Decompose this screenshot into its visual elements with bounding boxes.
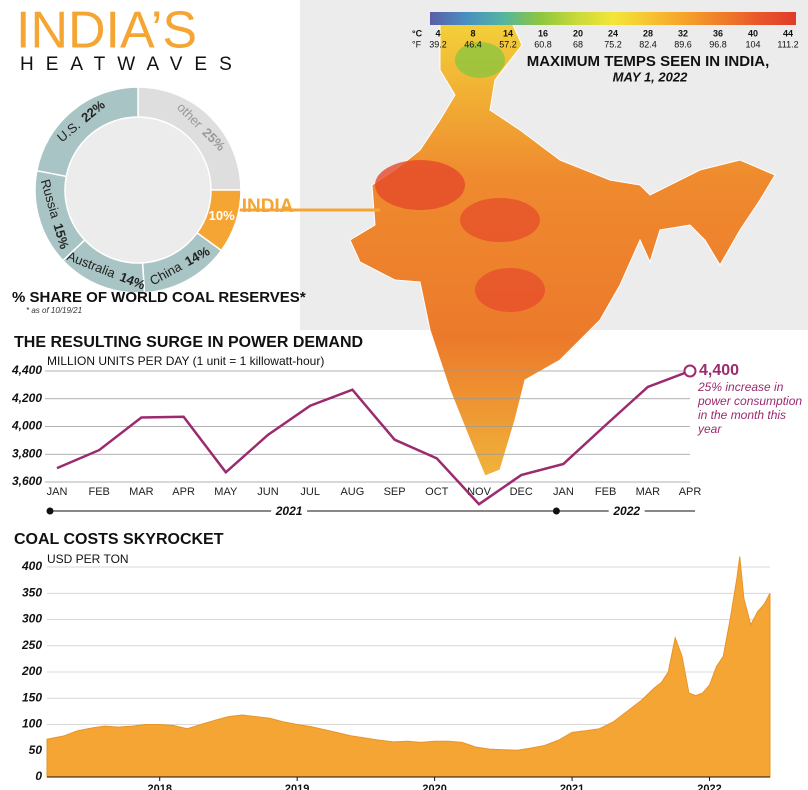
x-tick-label: 2018 bbox=[147, 783, 171, 790]
group-label: 2022 bbox=[612, 504, 640, 518]
scale-tick-label: 14 bbox=[503, 28, 513, 38]
group-marker bbox=[46, 507, 54, 515]
x-tick-label: 2022 bbox=[697, 783, 721, 790]
annotation: 25% increase in power consumption in the… bbox=[698, 380, 803, 436]
highlight-label: INDIA bbox=[242, 196, 294, 217]
y-tick-label: 150 bbox=[22, 690, 42, 704]
scale-tick-label: 40 bbox=[748, 28, 758, 38]
y-tick-label: 4,000 bbox=[11, 419, 42, 433]
x-tick-label: APR bbox=[679, 486, 702, 498]
scale-tick-label: 60.8 bbox=[534, 39, 552, 49]
y-tick-label: 300 bbox=[22, 612, 42, 626]
scale-tick-label: 4 bbox=[435, 28, 440, 38]
x-tick-label: FEB bbox=[595, 486, 616, 498]
map-subtitle: MAY 1, 2022 bbox=[613, 69, 688, 84]
globe bbox=[65, 117, 211, 263]
group-marker bbox=[552, 507, 560, 515]
scale-tick-label: 20 bbox=[573, 28, 583, 38]
x-tick-label: DEC bbox=[510, 486, 533, 498]
scale-tick-label: 36 bbox=[713, 28, 723, 38]
color-scale bbox=[430, 12, 796, 25]
x-tick-label: OCT bbox=[425, 486, 449, 498]
scale-tick-label: 104 bbox=[745, 39, 760, 49]
scale-tick-label: 96.8 bbox=[709, 39, 727, 49]
chart-title: % SHARE OF WORLD COAL RESERVES* bbox=[12, 289, 306, 306]
y-tick-label: 4,400 bbox=[11, 363, 42, 377]
india-map bbox=[349, 17, 776, 477]
y-tick-label: 200 bbox=[21, 664, 42, 678]
segment-label: 10% bbox=[209, 209, 235, 224]
title: INDIA’S bbox=[16, 2, 197, 60]
x-tick-label: JAN bbox=[47, 486, 68, 498]
unit-label: °F bbox=[412, 39, 422, 49]
y-tick-label: 50 bbox=[29, 743, 43, 757]
x-tick-label: FEB bbox=[88, 486, 109, 498]
heat-zone bbox=[375, 160, 465, 210]
y-tick-label: 350 bbox=[22, 585, 42, 599]
scale-tick-label: 68 bbox=[573, 39, 583, 49]
y-axis-label: MILLION UNITS PER DAY (1 unit = 1 killow… bbox=[47, 354, 324, 368]
data-area bbox=[46, 556, 771, 778]
y-tick-label: 4,200 bbox=[11, 391, 42, 405]
x-tick-label: SEP bbox=[384, 486, 406, 498]
x-tick-label: 2020 bbox=[422, 783, 446, 790]
x-tick-label: JAN bbox=[553, 486, 574, 498]
scale-tick-label: 32 bbox=[678, 28, 688, 38]
cool-zone bbox=[455, 42, 505, 78]
x-tick-label: 2019 bbox=[285, 783, 309, 790]
value-label: 4,400 bbox=[699, 362, 739, 379]
pie-segment bbox=[35, 86, 139, 178]
x-tick-label: APR bbox=[172, 486, 195, 498]
scale-tick-label: 46.4 bbox=[464, 39, 482, 49]
x-tick-label: MAR bbox=[636, 486, 661, 498]
y-tick-label: 3,800 bbox=[12, 446, 42, 460]
scale-tick-label: 44 bbox=[783, 28, 793, 38]
group-label-bg bbox=[608, 504, 645, 518]
scale-tick-label: 111.2 bbox=[777, 39, 798, 49]
x-tick-label: NOV bbox=[467, 486, 492, 498]
scale-tick-label: 39.2 bbox=[429, 39, 447, 49]
value-label: 15% bbox=[50, 222, 72, 252]
x-tick-label: MAR bbox=[129, 486, 154, 498]
end-marker bbox=[683, 364, 697, 378]
heat-zone bbox=[475, 268, 545, 312]
chart-title: COAL COSTS SKYROCKET bbox=[14, 531, 224, 548]
y-tick-label: 400 bbox=[21, 559, 42, 573]
chart-title: THE RESULTING SURGE IN POWER DEMAND bbox=[14, 334, 363, 351]
x-tick-label: JUN bbox=[257, 486, 278, 498]
y-tick-label: 3,600 bbox=[12, 474, 42, 488]
value-label: 10% bbox=[209, 209, 235, 224]
scale-tick-label: 82.4 bbox=[639, 39, 657, 49]
scale-tick-label: 24 bbox=[608, 28, 618, 38]
scale-tick-label: 8 bbox=[470, 28, 475, 38]
y-axis-label: USD PER TON bbox=[47, 552, 129, 566]
heat-zone bbox=[460, 198, 540, 242]
x-tick-label: JUL bbox=[300, 486, 320, 498]
scale-tick-label: 57.2 bbox=[499, 39, 517, 49]
scale-tick-label: 75.2 bbox=[604, 39, 622, 49]
group-label-bg bbox=[271, 504, 308, 518]
unit-label: °C bbox=[412, 28, 423, 38]
x-tick-label: 2021 bbox=[560, 783, 584, 790]
data-line bbox=[56, 369, 691, 506]
scale-tick-label: 28 bbox=[643, 28, 653, 38]
y-tick-label: 250 bbox=[21, 638, 42, 652]
y-tick-label: 100 bbox=[22, 717, 42, 731]
group-label: 2021 bbox=[275, 504, 303, 518]
x-tick-label: AUG bbox=[340, 486, 364, 498]
subtitle: HEATWAVES bbox=[20, 54, 244, 75]
scale-tick-label: 89.6 bbox=[674, 39, 692, 49]
x-tick-label: MAY bbox=[214, 486, 238, 498]
y-tick-label: 0 bbox=[35, 769, 42, 783]
note: * as of 10/19/21 bbox=[26, 306, 82, 315]
scale-tick-label: 16 bbox=[538, 28, 548, 38]
map-title: MAXIMUM TEMPS SEEN IN INDIA, bbox=[527, 53, 770, 70]
